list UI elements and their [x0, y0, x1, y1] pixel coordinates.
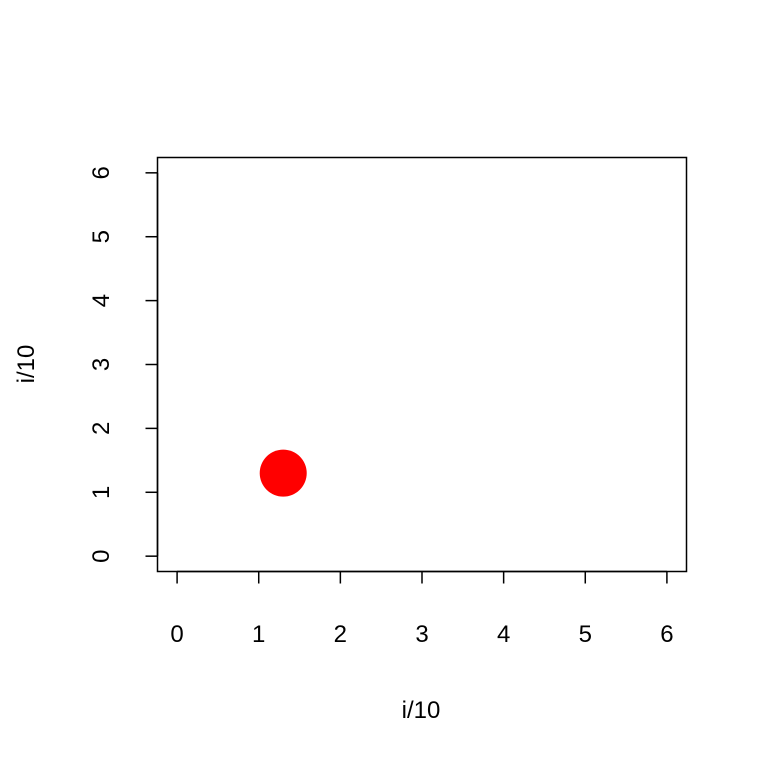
x-tick-label: 6	[660, 621, 673, 648]
y-tick-label: 6	[88, 166, 115, 179]
y-axis-label: i/10	[13, 345, 40, 384]
y-tick-label: 3	[88, 358, 115, 371]
y-axis: 0 1 2 3 4 5 6	[88, 166, 159, 563]
y-tick-label: 4	[88, 294, 115, 307]
x-tick-label: 4	[497, 621, 510, 648]
data-point	[259, 449, 307, 497]
x-tick-label: 5	[579, 621, 592, 648]
x-tick-label: 3	[415, 621, 428, 648]
data-points	[259, 449, 307, 497]
x-tick-label: 0	[170, 621, 183, 648]
y-tick-label: 2	[88, 422, 115, 435]
y-tick-label: 0	[88, 549, 115, 562]
x-tick-label: 2	[334, 621, 347, 648]
x-axis: 0 1 2 3 4 5 6	[170, 570, 674, 648]
y-tick-label: 5	[88, 230, 115, 243]
y-tick-label: 1	[88, 486, 115, 499]
x-axis-label: i/10	[402, 697, 441, 724]
x-tick-label: 1	[252, 621, 265, 648]
plot-box	[156, 156, 688, 573]
